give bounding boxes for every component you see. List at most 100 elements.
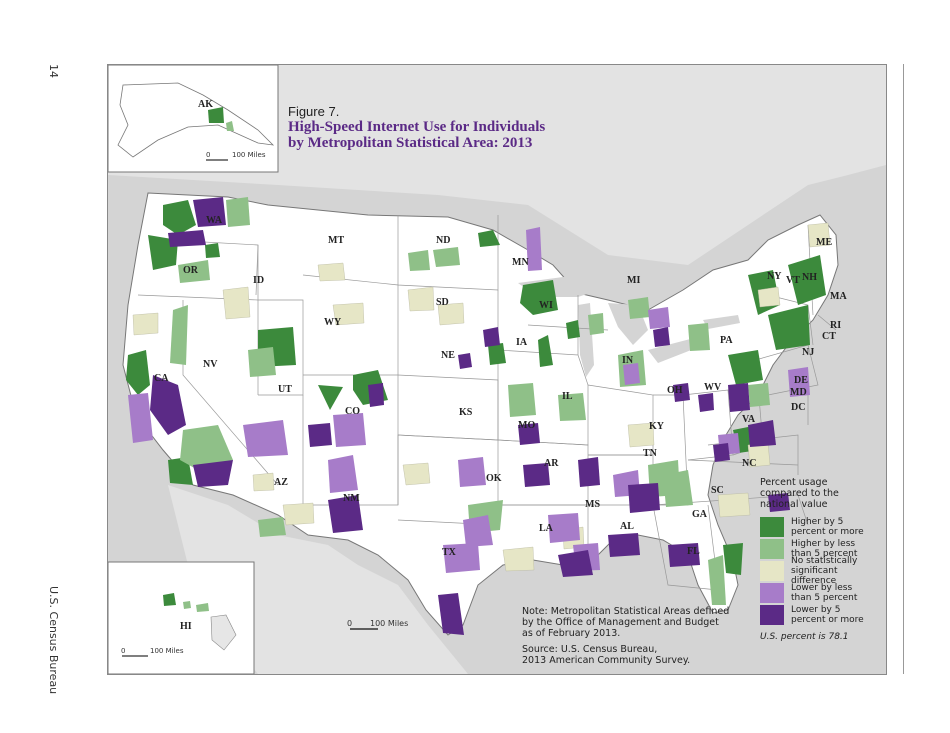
state-label-nd: ND bbox=[436, 235, 450, 246]
figure-label: Figure 7. bbox=[288, 104, 340, 119]
page-number: 14 bbox=[47, 64, 60, 78]
main-scale-label: 100 Miles bbox=[370, 619, 408, 628]
legend-label: Lower by less than 5 percent bbox=[791, 583, 858, 603]
state-label-ut: UT bbox=[278, 384, 292, 395]
state-label-or: OR bbox=[183, 265, 199, 276]
legend-item-higher-5: Higher by 5 percent or more bbox=[760, 516, 885, 538]
us-map: 0 100 Miles 0 100 Miles 0 100 Miles AK H… bbox=[108, 65, 886, 674]
legend-label: Higher by 5 percent or more bbox=[791, 517, 864, 537]
state-label-al: AL bbox=[620, 521, 634, 532]
state-label-hi: HI bbox=[180, 621, 192, 632]
state-label-va: VA bbox=[742, 414, 756, 425]
state-label-ar: AR bbox=[544, 458, 559, 469]
state-label-wv: WV bbox=[704, 382, 722, 393]
hawaii-scale-label: 100 Miles bbox=[150, 647, 184, 655]
source-note: Source: U.S. Census Bureau, 2013 America… bbox=[522, 644, 690, 666]
note-line3: as of February 2013. bbox=[522, 628, 621, 639]
legend-swatch bbox=[760, 517, 784, 537]
msa-lower-lt5 bbox=[128, 227, 810, 573]
state-label-ca: CA bbox=[154, 373, 169, 384]
legend-swatch bbox=[760, 583, 784, 603]
legend-item-no-diff: No statistically significant difference bbox=[760, 556, 885, 586]
state-label-ma: MA bbox=[830, 291, 847, 302]
legend-title-line1: Percent usage bbox=[760, 477, 828, 488]
state-label-la: LA bbox=[539, 523, 554, 534]
legend-label: Lower by 5 percent or more bbox=[791, 605, 864, 625]
source-line2: 2013 American Community Survey. bbox=[522, 655, 691, 666]
state-label-sc: SC bbox=[711, 485, 724, 496]
state-label-de: DE bbox=[794, 375, 808, 386]
state-label-ak: AK bbox=[198, 99, 213, 110]
legend-swatch bbox=[760, 539, 784, 559]
state-label-sd: SD bbox=[436, 297, 449, 308]
legend-item-lower-5: Lower by 5 percent or more bbox=[760, 604, 885, 626]
legend-item-higher-lt5: Higher by less than 5 percent bbox=[760, 538, 885, 560]
state-label-ia: IA bbox=[516, 337, 528, 348]
state-label-oh: OH bbox=[667, 385, 683, 396]
state-label-fl: FL bbox=[687, 546, 700, 557]
state-label-ok: OK bbox=[486, 473, 502, 484]
right-rule bbox=[903, 64, 904, 674]
legend-item-lower-lt5: Lower by less than 5 percent bbox=[760, 582, 885, 604]
alaska-inset bbox=[108, 65, 279, 173]
state-label-ne: NE bbox=[441, 350, 455, 361]
state-label-ks: KS bbox=[459, 407, 473, 418]
note-line2: by the Office of Management and Budget bbox=[522, 617, 719, 628]
legend-label: Higher by less than 5 percent bbox=[791, 539, 858, 559]
msa-lower-5 bbox=[150, 197, 790, 635]
note-line1: Note: Metropolitan Statistical Areas def… bbox=[522, 606, 730, 617]
state-label-ct: CT bbox=[822, 331, 836, 342]
hawaii-scale-zero: 0 bbox=[121, 647, 125, 655]
figure-title-line1: High-Speed Internet Use for Individuals bbox=[288, 119, 546, 135]
map-legend: Percent usage compared to the national v… bbox=[760, 477, 885, 642]
state-label-wa: WA bbox=[206, 215, 223, 226]
alaska-scale-zero: 0 bbox=[206, 151, 210, 159]
state-label-mt: MT bbox=[328, 235, 344, 246]
legend-swatch bbox=[760, 561, 784, 581]
state-label-pa: PA bbox=[720, 335, 733, 346]
source-line1: Source: U.S. Census Bureau, bbox=[522, 644, 658, 655]
state-label-id: ID bbox=[253, 275, 264, 286]
legend-title-line3: national value bbox=[760, 499, 828, 510]
state-label-md: MD bbox=[790, 387, 807, 398]
state-label-me: ME bbox=[816, 237, 832, 248]
hawaii-inset bbox=[108, 561, 255, 674]
lake-ontario bbox=[703, 315, 740, 329]
state-label-co: CO bbox=[345, 406, 360, 417]
legend-label: No statistically significant difference bbox=[791, 556, 858, 586]
map-frame: 0 100 Miles 0 100 Miles 0 100 Miles AK H… bbox=[107, 64, 887, 675]
state-label-in: IN bbox=[622, 355, 634, 366]
state-label-ky: KY bbox=[649, 421, 665, 432]
state-label-mn: MN bbox=[512, 257, 529, 268]
main-scale-zero: 0 bbox=[347, 619, 352, 628]
legend-title-line2: compared to the bbox=[760, 488, 839, 499]
state-label-tn: TN bbox=[643, 448, 658, 459]
state-label-ri: RI bbox=[830, 320, 841, 331]
state-label-vt: VT bbox=[786, 275, 800, 286]
running-footer: U.S. Census Bureau bbox=[47, 586, 60, 695]
state-label-nc: NC bbox=[742, 458, 756, 469]
state-label-nh: NH bbox=[802, 272, 817, 283]
state-label-wi: WI bbox=[539, 300, 553, 311]
state-label-nv: NV bbox=[203, 359, 218, 370]
msa-note: Note: Metropolitan Statistical Areas def… bbox=[522, 606, 729, 639]
us-percent-note: U.S. percent is 78.1 bbox=[760, 632, 849, 642]
state-label-wy: WY bbox=[324, 317, 342, 328]
state-label-nj: NJ bbox=[802, 347, 814, 358]
alaska-scale-label: 100 Miles bbox=[232, 151, 266, 159]
figure-title-block: Figure 7. High-Speed Internet Use for In… bbox=[288, 104, 545, 151]
state-label-mo: MO bbox=[518, 420, 535, 431]
state-label-ga: GA bbox=[692, 509, 708, 520]
legend-title: Percent usage compared to the national v… bbox=[760, 477, 885, 510]
state-label-ny: NY bbox=[767, 271, 782, 282]
figure-title-line2: by Metropolitan Statistical Area: 2013 bbox=[288, 135, 533, 151]
msa-no-diff bbox=[132, 222, 831, 572]
state-label-tx: TX bbox=[442, 547, 457, 558]
legend-swatch bbox=[760, 605, 784, 625]
canada-land bbox=[108, 65, 886, 265]
state-label-az: AZ bbox=[274, 477, 288, 488]
state-label-il: IL bbox=[562, 391, 573, 402]
state-label-dc: DC bbox=[791, 402, 805, 413]
state-label-mi: MI bbox=[627, 275, 640, 286]
state-label-ms: MS bbox=[585, 499, 600, 510]
